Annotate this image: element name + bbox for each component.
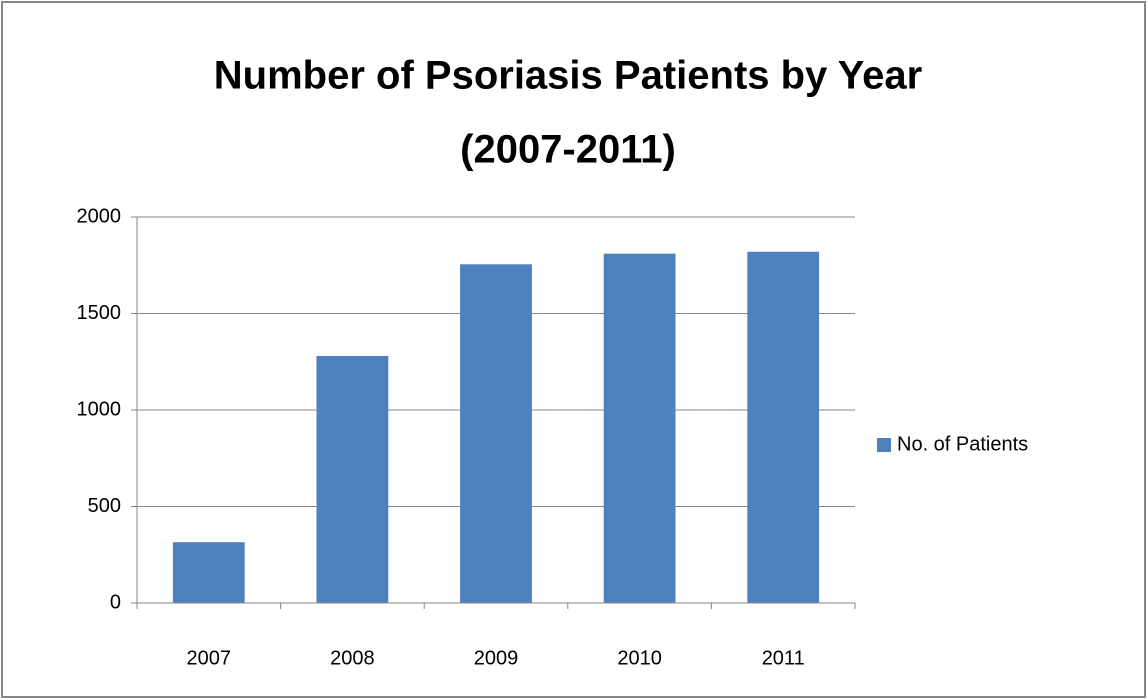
legend-swatch bbox=[877, 438, 891, 452]
legend-label: No. of Patients bbox=[897, 433, 1028, 455]
chart-title: (2007-2011) bbox=[460, 128, 676, 172]
y-tick-label: 0 bbox=[110, 591, 121, 613]
bar bbox=[747, 251, 820, 604]
bar bbox=[603, 253, 676, 604]
y-tick-label: 1000 bbox=[77, 398, 122, 420]
x-tick-label: 2011 bbox=[762, 647, 805, 669]
chart-title: Number of Psoriasis Patients by Year bbox=[214, 54, 922, 98]
x-tick-label: 2009 bbox=[474, 647, 519, 669]
x-tick-label: 2008 bbox=[330, 647, 375, 669]
bar bbox=[172, 542, 245, 603]
x-tick-label: 2010 bbox=[617, 647, 662, 669]
y-tick-label: 1500 bbox=[77, 302, 122, 324]
y-tick-label: 2000 bbox=[77, 205, 122, 227]
x-tick-label: 2007 bbox=[187, 647, 232, 669]
bar bbox=[316, 355, 389, 603]
y-tick-label: 500 bbox=[88, 495, 121, 517]
bar bbox=[460, 264, 532, 603]
